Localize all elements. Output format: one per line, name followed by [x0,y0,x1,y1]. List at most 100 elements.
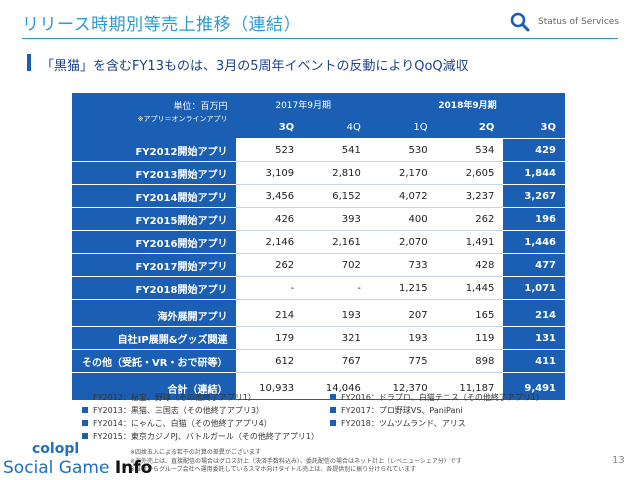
table-cell: 2,810 [303,162,370,185]
legend-text: FY2015：東京カジノPJ、バトルガール（その他終了アプリ1） [93,432,319,441]
legend-item: FY2014：にゃんこ、白猫（その他終了アプリ4） [82,418,272,429]
row-separator [72,300,565,304]
table-cell: 131 [503,327,565,350]
legend-item: FY2013：黒猫、三国志（その他終了アプリ3） [82,405,264,416]
table-cell: 1,071 [503,277,565,300]
row-separator [72,373,565,377]
table-cell: 541 [303,139,370,162]
table-cell: 411 [503,350,565,373]
table-row: FY2018開始アプリ - -1,215 1,445 1,071 [72,277,565,300]
table-cell: 165 [436,304,504,327]
table-cell: 193 [369,327,437,350]
table-row: FY2012開始アプリ 523 541 530 534 429 [72,139,565,162]
unit-note: ※アプリ＝オンラインアプリ [137,115,228,123]
row-label: FY2017開始アプリ [72,254,237,277]
period-2018-header: 2018年9月期 [369,93,565,116]
legend-item: FY2018：ツムツムランド、アリス [330,418,466,429]
page-title: リリース時期別等売上推移（連結） [22,15,302,35]
footnote: ※四捨五入による若干の計算の差異がございます [130,449,261,456]
table-cell: 207 [369,304,437,327]
table-cell: 1,215 [369,277,437,300]
table-cell: - [303,277,370,300]
table-cell: 4,072 [369,185,437,208]
table-row: 自社IP展開&グッズ関連 179 321 193 119 131 [72,327,565,350]
total-row: 合計（連結） 10,933 14,046 12,370 11,187 9,491 [72,377,565,400]
table-cell: 9,491 [503,377,565,400]
table-cell: 477 [503,254,565,277]
table-cell: - [236,277,304,300]
footnotes: ※四捨五入による若干の計算の差異がございます ※海外売上は、直接配信の場合はグロ… [130,449,462,475]
table-cell: 426 [236,208,304,231]
watermark-logo: colopl [32,441,80,457]
quarter-header-row: 3Q 4Q 1Q 2Q 3Q [72,116,565,139]
subtitle-accent-bar [27,54,31,71]
legend-marker [82,433,88,439]
table-cell: 3,267 [503,185,565,208]
table-cell: 214 [236,304,304,327]
table-body: FY2012開始アプリ 523 541 530 534 429 FY2013開始アプリ 3,1… [72,139,565,400]
watermark-text-a: Social Game [3,458,115,478]
table-cell: 400 [369,208,437,231]
table-header-row: 単位：百万円 ※アプリ＝オンラインアプリ 2017年9月期 2018年9月期 [72,93,565,139]
row-label: 合計（連結） [72,377,237,400]
table-row: FY2013開始アプリ 3,109 2,810 2,170 2,605 1,844 [72,162,565,185]
table-cell: 193 [303,304,370,327]
table-cell: 196 [503,208,565,231]
table-cell: 2,605 [436,162,504,185]
footnote: ※当社からグループ会社へ運用委託しているスマホ向けタイトル売上は、各提供別に振り… [130,466,417,473]
legend-item: FY2017：プロ野球VS、PaniPani [330,405,463,416]
row-label: その他（受託・VR・おで研等） [72,350,237,373]
table-cell: 3,456 [236,185,304,208]
table-cell: 393 [303,208,370,231]
table-cell: 612 [236,350,304,373]
footnote: ※海外売上は、直接配信の場合はグロス計上（決済手数料込み）、委託配信の場合はネッ… [130,457,462,465]
row-label: FY2014開始アプリ [72,185,237,208]
legend-text: FY2012：秘宝、野球（その他終了アプリ1） [93,393,256,402]
table-cell: 2,146 [236,231,304,254]
period-2017-header: 2017年9月期 [236,93,370,116]
section-label: Status of Services [538,17,620,27]
legend-text: FY2016：ドラプロ、白猫テニス（その他終了アプリ1） [341,393,544,402]
table-cell: 2,170 [369,162,437,185]
table-cell: 11,187 [436,377,504,400]
row-label: FY2012開始アプリ [72,139,237,162]
table-cell: 1,445 [436,277,504,300]
watermark-text-b: Info [114,458,153,478]
legend-marker [330,394,336,400]
slide-subtitle: 「黒猫」を含むFY13ものは、3月の5周年イベントの反動によりQoQ減収 [41,59,469,74]
legend-item: FY2015：東京カジノPJ、バトルガール（その他終了アプリ1） [82,431,319,442]
table-cell: 428 [436,254,504,277]
legend-item: FY2016：ドラプロ、白猫テニス（その他終了アプリ1） [330,392,544,403]
table-cell: 1,844 [503,162,565,185]
table-cell: 10,933 [236,377,304,400]
table-cell: 429 [503,139,565,162]
table-cell: 2,070 [369,231,437,254]
table-cell: 898 [436,350,504,373]
table-cell: 767 [303,350,370,373]
quarter-header: 4Q [303,116,370,139]
unit-label: 単位：百万円 [173,102,228,112]
legend-text: FY2018：ツムツムランド、アリス [341,419,466,428]
table-cell: 1,446 [503,231,565,254]
quarter-header: 1Q [369,116,437,139]
table-cell: 6,152 [303,185,370,208]
legend-marker [82,407,88,413]
row-label: 自社IP展開&グッズ関連 [72,327,237,350]
legend-marker [330,407,336,413]
search-icon [510,12,530,32]
quarter-header: 2Q [436,116,504,139]
quarter-header: 3Q [236,116,304,139]
table-cell: 321 [303,327,370,350]
table-cell: 702 [303,254,370,277]
table-row: その他（受託・VR・おで研等） 612 767 775 898 411 [72,350,565,373]
legend-marker [82,420,88,426]
legend-text: FY2013：黒猫、三国志（その他終了アプリ3） [93,406,264,415]
table-cell: 3,109 [236,162,304,185]
table-cell: 262 [436,208,504,231]
table-row: 海外展開アプリ 214 193 207 165 214 [72,304,565,327]
table-cell: 733 [369,254,437,277]
table-row: FY2015開始アプリ 426 393 400 262 196 [72,208,565,231]
legend-text: FY2014：にゃんこ、白猫（その他終了アプリ4） [93,419,272,428]
table-cell: 775 [369,350,437,373]
sales-table: 単位：百万円 ※アプリ＝オンラインアプリ 2017年9月期 2018年9月期 3… [72,93,565,400]
